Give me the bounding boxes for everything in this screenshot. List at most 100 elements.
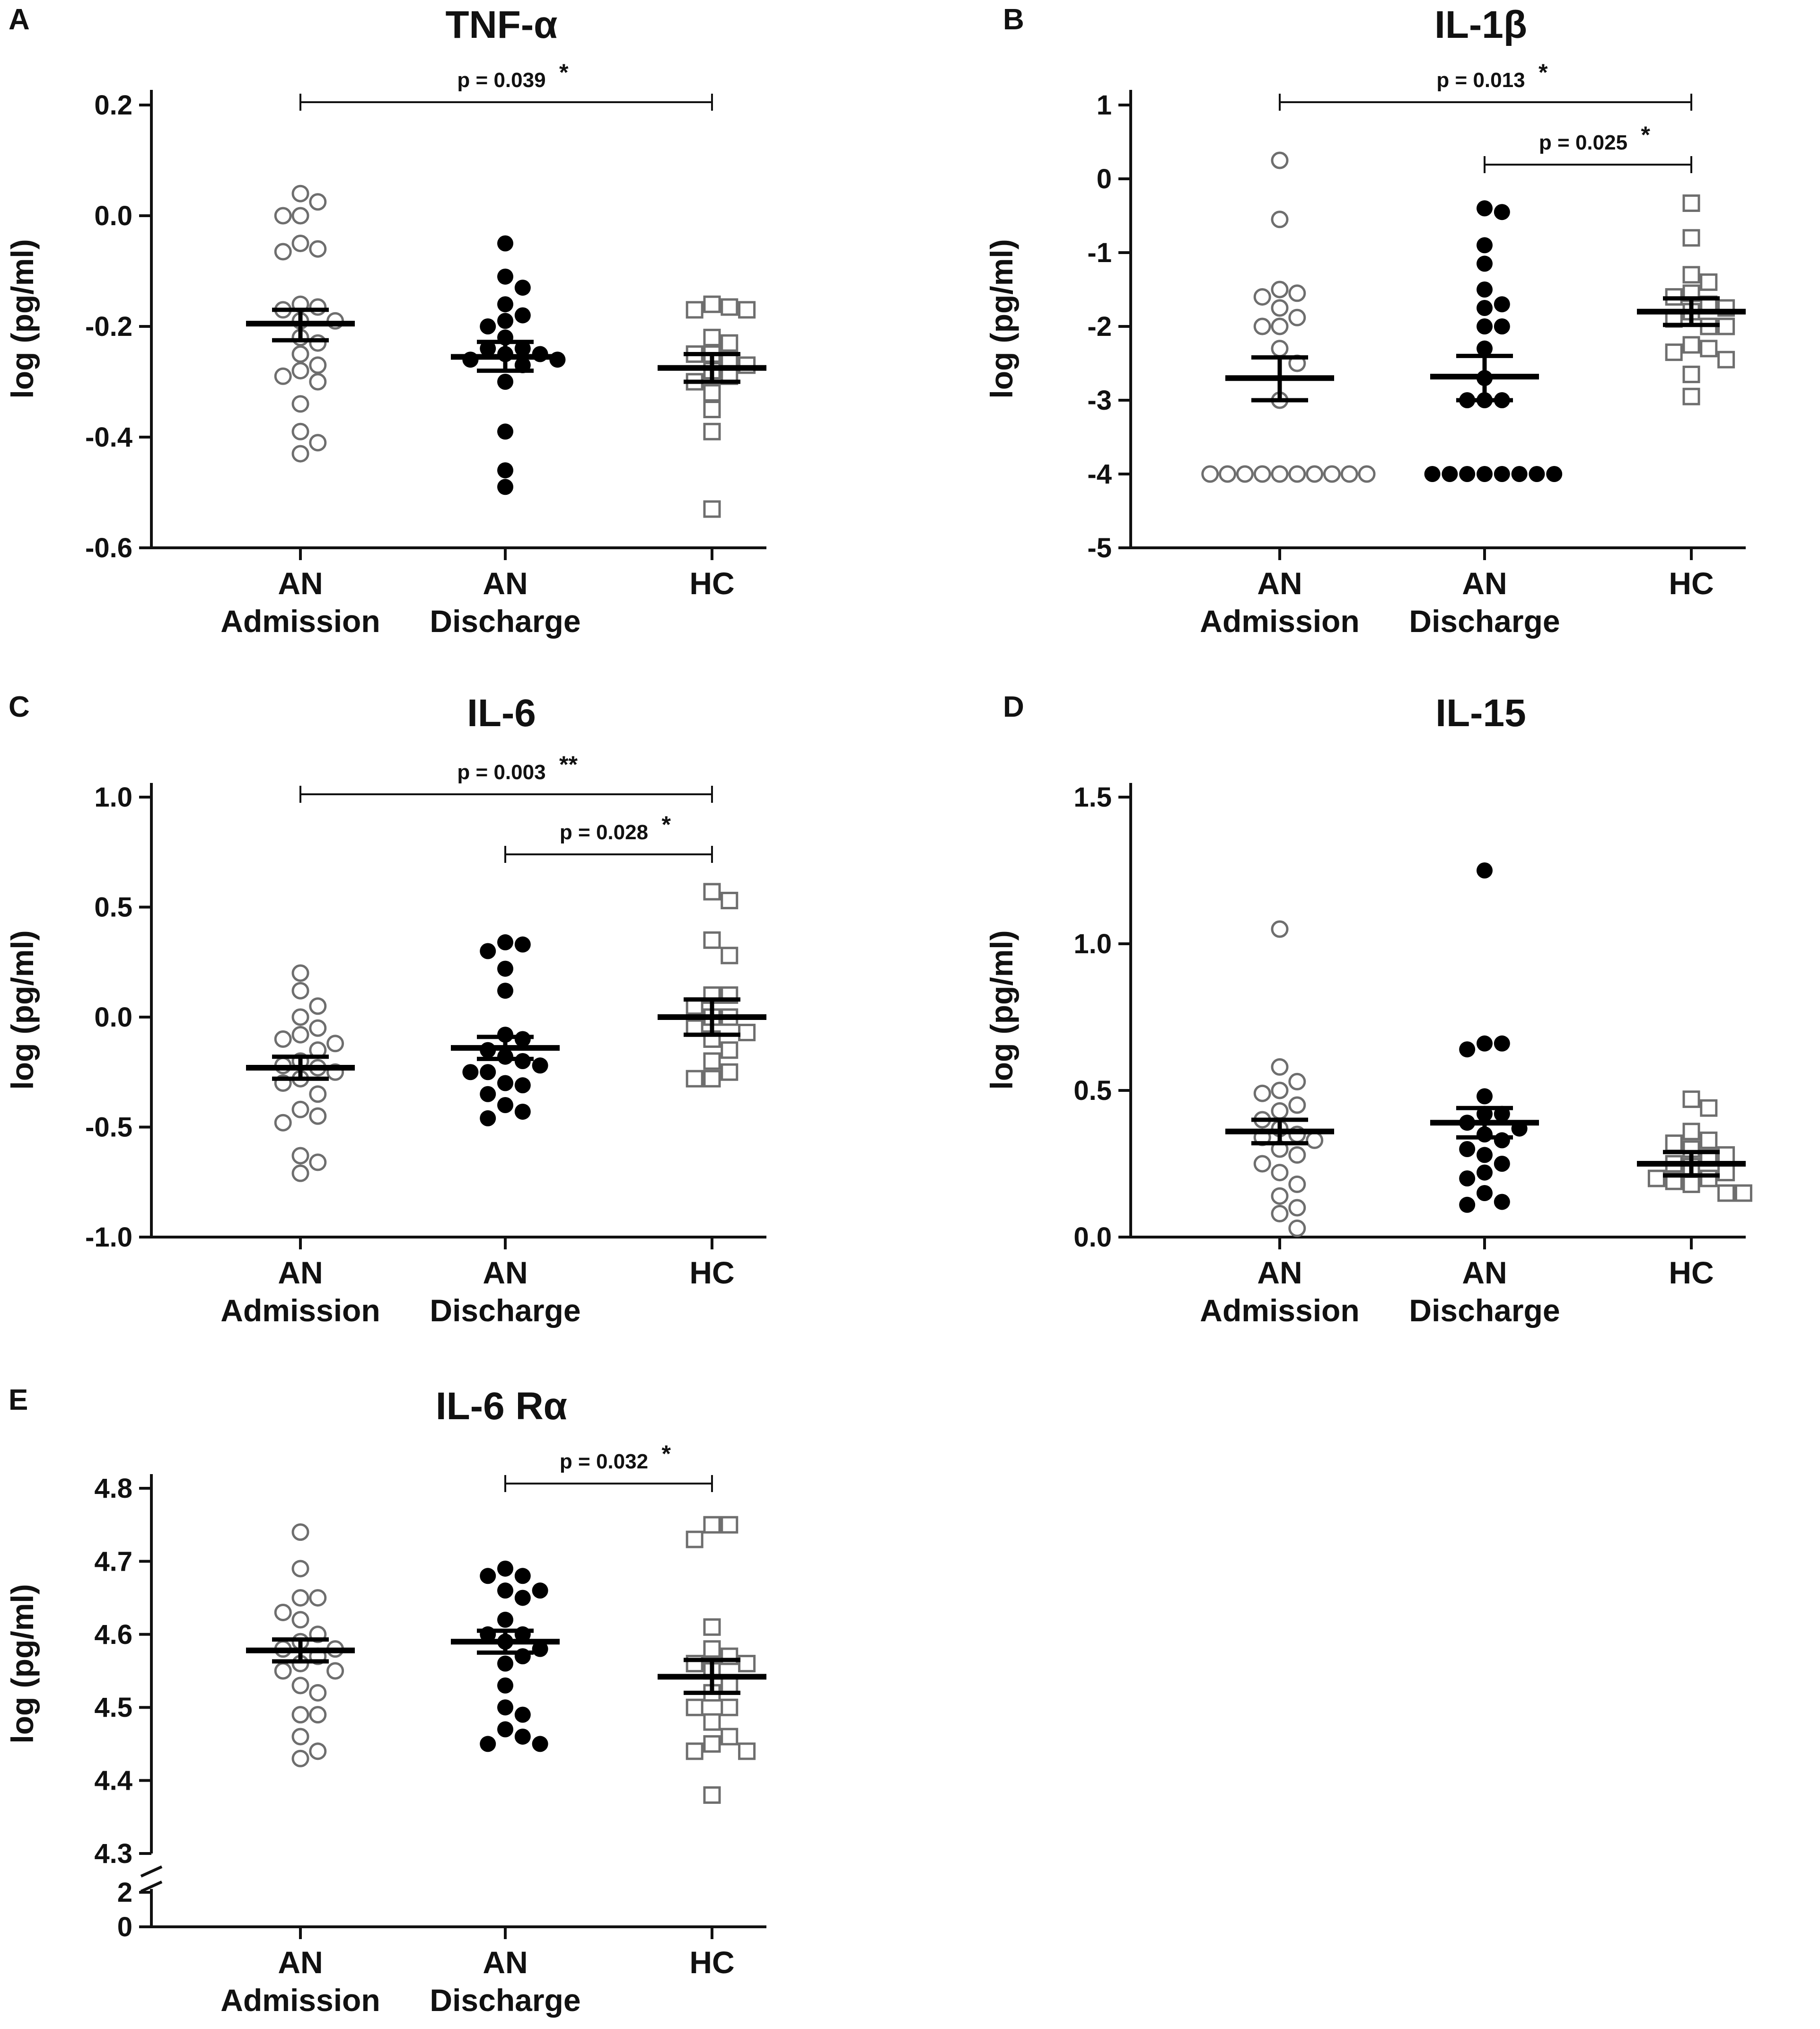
y-tick-label: -4 [1087,459,1112,490]
y-tick-label: -0.6 [85,533,132,563]
data-point [1424,466,1441,482]
data-point [514,936,531,953]
significance-stars: * [1539,59,1548,86]
data-point [703,295,721,313]
data-point [1700,1131,1718,1149]
x-category-sublabel: Discharge [1409,1293,1560,1328]
data-point [1271,151,1289,169]
x-category-sublabel: Admission [1200,604,1359,639]
data-point [291,395,309,413]
data-point [497,296,513,313]
x-category-sublabel: Admission [220,604,380,639]
y-tick-label: 4.7 [94,1546,132,1577]
data-point [1647,1169,1665,1187]
x-category-sublabel: Discharge [430,1983,580,2018]
x-category-sublabel: Discharge [430,604,580,639]
panel-letter: E [9,1384,28,1416]
data-point [1477,1147,1493,1163]
data-point [1511,466,1528,482]
data-point [1700,1169,1718,1187]
data-point [1271,1081,1289,1099]
x-category-label: AN [483,566,528,601]
data-point [1459,1141,1476,1157]
y-tick-label: -0.4 [85,422,132,453]
significance-bracket: p = 0.032 * [504,1441,713,1492]
data-point [291,1677,309,1695]
y-tick-label: 0 [117,1912,132,1942]
data-point [703,384,721,402]
series-an-admission [1225,920,1334,1237]
data-point [532,1057,548,1074]
data-point [514,340,531,357]
series-an-admission [246,1523,355,1767]
data-point [1459,1196,1476,1213]
data-point [1494,466,1510,482]
data-point [721,1728,739,1746]
data-point [291,1026,309,1044]
data-point [309,334,327,352]
data-point [532,1582,548,1599]
panel-title: IL-6 Rα [436,1385,567,1428]
data-point [1477,237,1493,254]
data-point [1253,1155,1271,1173]
data-point [1459,466,1476,482]
data-point [1459,1041,1476,1058]
x-category-sublabel: Admission [220,1293,380,1328]
data-point [514,280,531,296]
data-point [1477,466,1493,482]
data-point [703,1640,721,1658]
data-point [291,1147,309,1165]
data-point [514,1728,531,1745]
y-axis-label: log (pg/ml) [984,239,1019,398]
x-category-sublabel: Discharge [430,1293,580,1328]
data-point [1494,204,1510,220]
significance-bracket: p = 0.013 * [1279,59,1692,111]
data-point [1546,466,1563,482]
p-value-label: p = 0.003 [457,761,545,784]
data-point [1477,1035,1493,1052]
data-point [1665,343,1683,361]
data-point [1494,318,1510,334]
data-point [1682,365,1700,383]
panel-title: IL-15 [1435,692,1526,735]
data-point [514,1706,531,1723]
significance-stars: * [662,1441,671,1467]
y-tick-label: 0 [1097,164,1112,194]
series-an-discharge [451,1560,560,1752]
data-point [1288,1096,1306,1114]
data-point [1682,1175,1700,1193]
x-category-label: HC [689,1255,734,1290]
data-point [291,1560,309,1578]
data-point [1700,273,1718,291]
panel-title: IL-1β [1434,3,1527,46]
series-an-discharge [1430,862,1539,1213]
y-tick-label: 4.6 [94,1619,132,1650]
data-point [1306,465,1324,483]
significance-stars: ** [559,751,578,778]
y-tick-label: 4.3 [94,1838,132,1869]
series-an-admission [246,964,355,1182]
data-point [497,1677,513,1694]
data-point [497,960,513,977]
x-category-sublabel: Discharge [1409,604,1560,639]
y-tick-label: -0.5 [85,1112,132,1143]
data-point [532,1736,548,1752]
data-point [532,1641,548,1657]
data-point [721,1041,739,1059]
data-point [1717,351,1735,369]
panel-title: IL-6 [467,692,536,735]
data-point [514,307,531,324]
x-category-label: AN [1462,1255,1507,1290]
data-point [1717,1146,1735,1164]
panel-letter: C [9,691,30,723]
data-point [703,422,721,440]
data-point [326,1662,344,1680]
data-point [497,1699,513,1716]
data-point [274,367,292,385]
data-point [1271,1187,1289,1205]
data-point [1529,466,1545,482]
data-point [514,1053,531,1069]
data-point [1271,211,1289,228]
data-point [497,934,513,950]
